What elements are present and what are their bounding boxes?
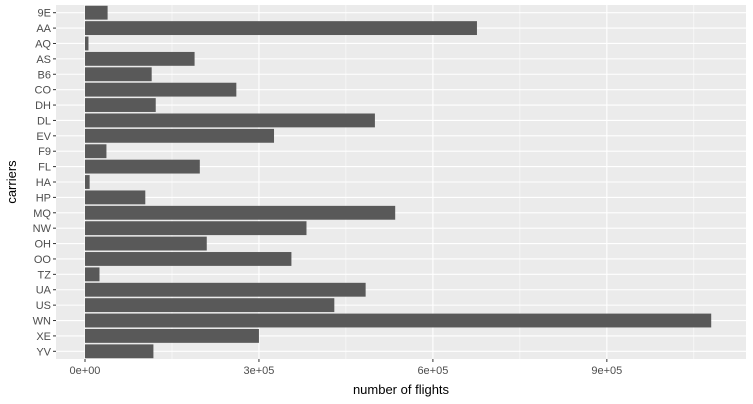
- y-tick-label: HA: [36, 177, 52, 189]
- y-axis-title: carriers: [4, 160, 19, 204]
- bar-us: [84, 298, 335, 313]
- bar-tz: [84, 267, 100, 282]
- x-tick-label: 0e+00: [70, 365, 101, 377]
- x-tick-label: 6e+05: [417, 365, 448, 377]
- bar-9e: [84, 5, 108, 20]
- y-tick-label: AA: [36, 23, 51, 35]
- bar-ua: [84, 282, 366, 297]
- y-tick-label: UA: [36, 285, 52, 297]
- bar-yv: [84, 344, 154, 359]
- y-axis-ticks: 9E AA AQ AS B6 CO DH DL EV F9 FL HA HP MQ NW OH OO TZ UA US…: [33, 8, 56, 358]
- y-tick-label: FL: [38, 162, 51, 174]
- y-tick-label: DL: [37, 115, 51, 127]
- bar-oo: [84, 252, 292, 266]
- bar-fl: [84, 159, 200, 174]
- bar-wn: [84, 313, 712, 328]
- y-tick-label: EV: [36, 131, 51, 143]
- bar-ev: [84, 128, 275, 143]
- y-tick-label: MQ: [33, 208, 51, 220]
- y-tick-label: YV: [36, 346, 51, 358]
- bar-dh: [84, 98, 156, 112]
- x-tick-label: 9e+05: [591, 365, 622, 377]
- bar-mq: [84, 205, 396, 220]
- bar-nw: [84, 221, 307, 236]
- y-tick-label: DH: [35, 100, 51, 112]
- y-tick-label: OO: [34, 254, 52, 266]
- y-tick-label: OH: [35, 239, 52, 251]
- y-tick-label: F9: [38, 146, 51, 158]
- y-tick-label: WN: [33, 316, 51, 328]
- x-axis-title: number of flights: [353, 382, 450, 397]
- y-tick-label: US: [36, 300, 51, 312]
- bar-f9: [84, 144, 107, 159]
- bar-b6: [84, 67, 152, 82]
- bar-xe: [84, 328, 259, 343]
- bar-ha: [84, 175, 90, 189]
- y-tick-label: CO: [35, 85, 52, 97]
- bar-hp: [84, 190, 146, 205]
- y-tick-label: AS: [36, 54, 51, 66]
- bar-oh: [84, 236, 207, 251]
- bar-co: [84, 82, 237, 97]
- bar-dl: [84, 113, 375, 128]
- y-tick-label: TZ: [38, 269, 52, 281]
- y-tick-label: XE: [36, 331, 51, 343]
- bars: [84, 5, 712, 359]
- y-tick-label: AQ: [35, 38, 51, 50]
- y-tick-label: B6: [38, 69, 51, 81]
- y-tick-label: NW: [33, 223, 52, 235]
- x-tick-label: 3e+05: [243, 365, 274, 377]
- bar-aq: [84, 36, 89, 51]
- y-tick-label: 9E: [38, 8, 51, 20]
- bar-aa: [84, 21, 477, 36]
- x-axis-ticks: 0e+00 3e+05 6e+05 9e+05: [70, 359, 622, 377]
- bar-as: [84, 51, 195, 66]
- y-tick-label: HP: [36, 192, 51, 204]
